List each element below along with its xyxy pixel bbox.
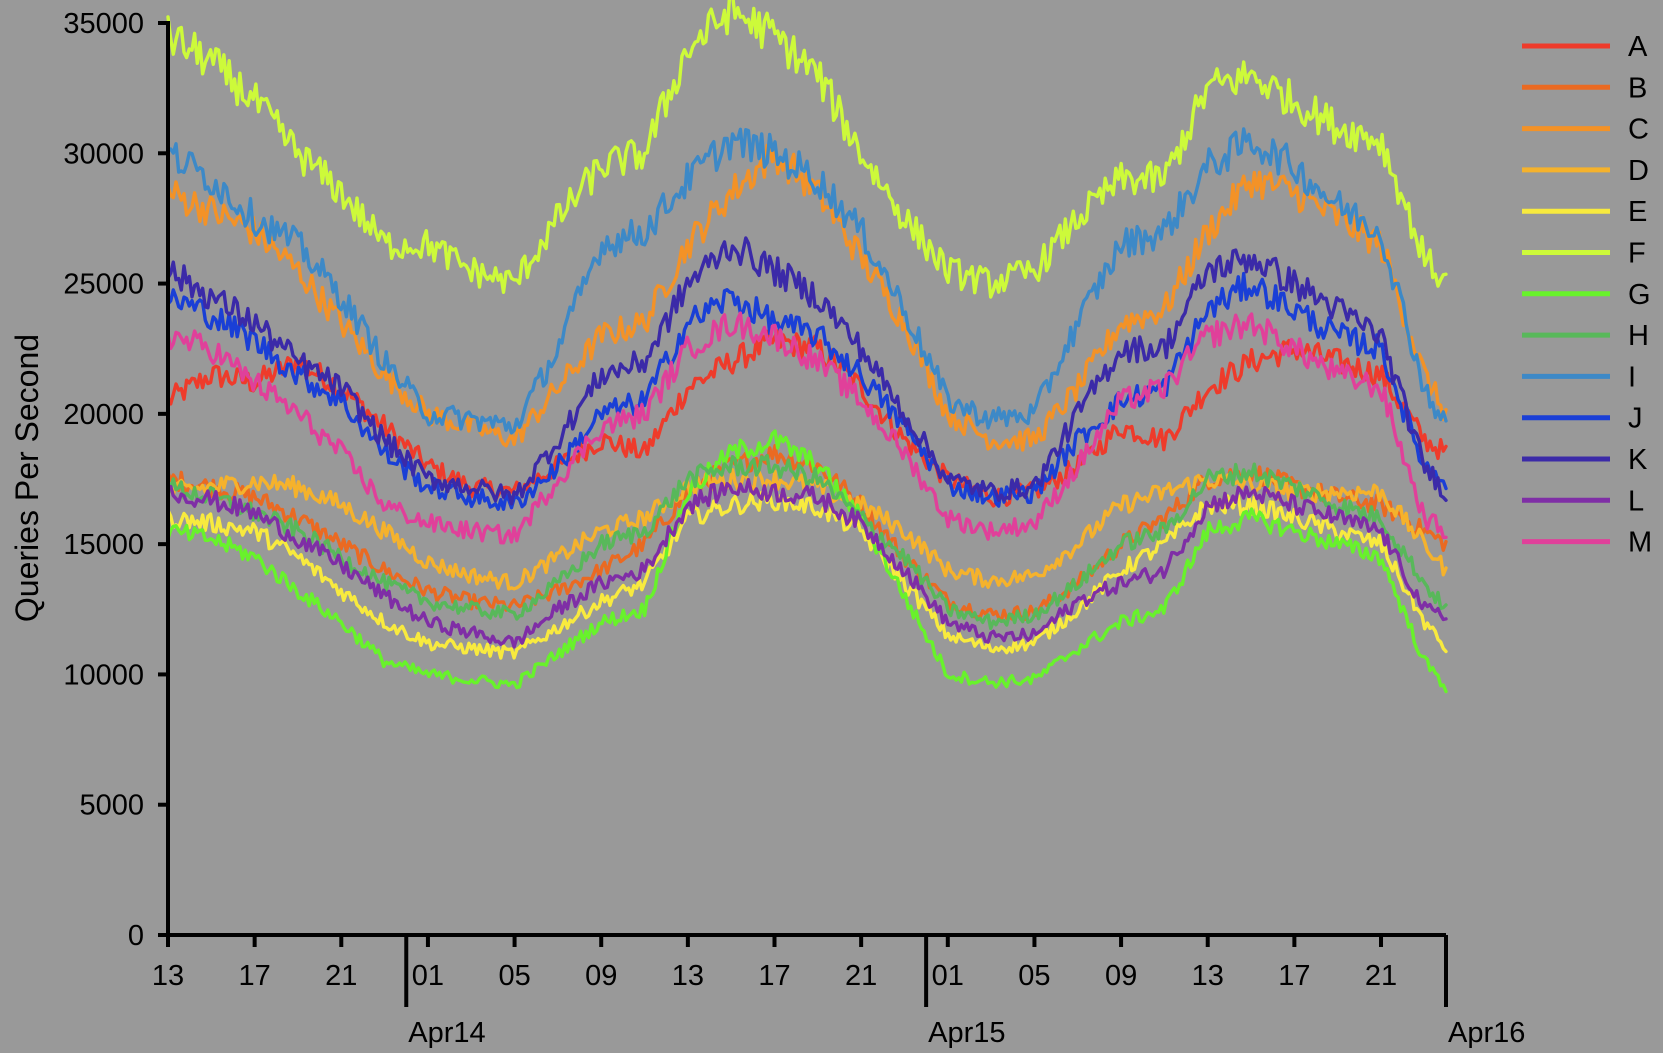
legend-label-L: L bbox=[1628, 485, 1644, 517]
y-tick-label: 20000 bbox=[63, 399, 144, 431]
y-tick-label: 15000 bbox=[63, 529, 144, 561]
day-marker-label: Apr16 bbox=[1448, 1017, 1525, 1049]
x-tick-label: 01 bbox=[932, 960, 964, 992]
x-tick-label: 17 bbox=[1278, 960, 1310, 992]
legend-label-F: F bbox=[1628, 238, 1646, 270]
legend-label-B: B bbox=[1628, 72, 1647, 104]
x-tick-label: 17 bbox=[239, 960, 271, 992]
x-tick-label: 21 bbox=[1365, 960, 1397, 992]
day-marker-label: Apr15 bbox=[928, 1017, 1005, 1049]
series-line-J bbox=[166, 271, 1448, 511]
x-tick-label: 13 bbox=[672, 960, 704, 992]
x-tick-label: 21 bbox=[845, 960, 877, 992]
series-line-H bbox=[166, 453, 1448, 631]
series-line-I bbox=[166, 127, 1448, 435]
day-marker-label: Apr14 bbox=[408, 1017, 485, 1049]
legend-label-C: C bbox=[1628, 114, 1649, 146]
x-tick-label: 21 bbox=[325, 960, 357, 992]
legend-label-I: I bbox=[1628, 361, 1636, 393]
legend-label-G: G bbox=[1628, 279, 1651, 311]
x-axis: 13 17 21 01 05 09 13 17 21 01 05 09 13 17 21 Apr14 Apr15… bbox=[152, 933, 1525, 1049]
series-line-K bbox=[166, 236, 1448, 506]
legend-label-A: A bbox=[1628, 31, 1648, 63]
x-tick-label: 05 bbox=[1018, 960, 1050, 992]
x-tick-label: 09 bbox=[1105, 960, 1137, 992]
x-tick-label: 13 bbox=[1192, 960, 1224, 992]
x-tick-label: 13 bbox=[152, 960, 184, 992]
legend-label-D: D bbox=[1628, 155, 1649, 187]
series-line-G bbox=[166, 429, 1448, 694]
y-tick-label: 5000 bbox=[79, 790, 144, 822]
x-tick-label: 01 bbox=[412, 960, 444, 992]
y-tick-label: 0 bbox=[128, 920, 144, 952]
y-tick-label: 35000 bbox=[63, 8, 144, 40]
series-layer bbox=[166, 0, 1448, 694]
series-line-E bbox=[166, 490, 1448, 660]
y-tick-label: 25000 bbox=[63, 269, 144, 301]
y-axis-label: Queries Per Second bbox=[9, 334, 45, 622]
series-line-F bbox=[166, 0, 1448, 299]
legend-label-J: J bbox=[1628, 403, 1643, 435]
x-tick-label: 17 bbox=[758, 960, 790, 992]
legend-label-H: H bbox=[1628, 320, 1649, 352]
legend-label-K: K bbox=[1628, 444, 1648, 476]
series-line-L bbox=[166, 477, 1448, 649]
legend-label-M: M bbox=[1628, 527, 1652, 559]
y-tick-label: 30000 bbox=[63, 138, 144, 170]
x-tick-label: 05 bbox=[498, 960, 530, 992]
y-tick-label: 10000 bbox=[63, 659, 144, 691]
x-tick-label: 09 bbox=[585, 960, 617, 992]
y-axis: 0 5000 10000 15000 20000 25000 30000 35000 bbox=[63, 8, 170, 952]
series-line-M bbox=[166, 311, 1448, 545]
legend-label-E: E bbox=[1628, 196, 1647, 228]
